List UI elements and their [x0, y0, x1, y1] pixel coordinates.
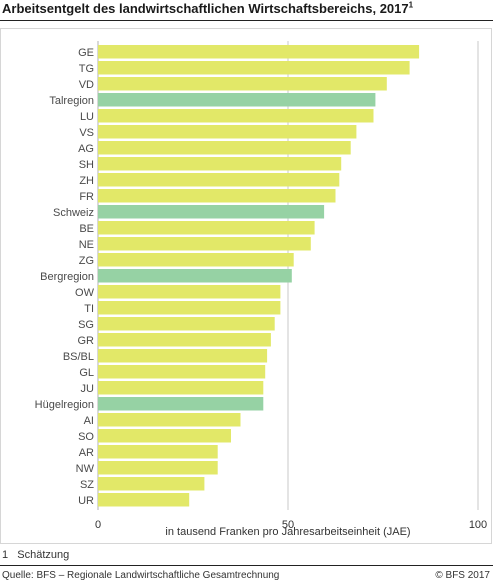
bar-layer [98, 45, 420, 507]
plot-frame: GE TG VD Talregion LU VS AG SH ZH FR Schweiz BE NE ZG… [0, 28, 492, 544]
bar-ur [98, 493, 190, 507]
bar-sg [98, 317, 275, 331]
category-label-gl: GL [79, 367, 94, 379]
bar-ai [98, 413, 241, 427]
bar-bs-bl [98, 349, 268, 363]
x-tick-label-0: 0 [95, 519, 101, 531]
bar-h-gelregion [98, 397, 264, 411]
bar-so [98, 429, 231, 443]
category-label-ow: OW [75, 287, 95, 299]
category-label-zg: ZG [79, 255, 94, 267]
bar-schweiz [98, 205, 325, 219]
category-label-be: BE [79, 223, 94, 235]
bar-be [98, 221, 315, 235]
bar-ar [98, 445, 218, 459]
bar-ow [98, 285, 281, 299]
category-label-bs-bl: BS/BL [63, 351, 94, 363]
category-label-gr: GR [78, 335, 95, 347]
bar-lu [98, 109, 374, 123]
category-label-nw: NW [76, 463, 95, 475]
bar-zh [98, 173, 340, 187]
category-label-bergregion: Bergregion [40, 271, 94, 283]
title-footnote-mark: 1 [408, 0, 414, 10]
x-tick-layer: 0 50 100 [95, 519, 487, 531]
category-label-ur: UR [78, 495, 94, 507]
footer-divider [0, 565, 493, 566]
chart-title: Arbeitsentgelt des landwirtschaftlichen … [2, 1, 413, 16]
category-label-ne: NE [79, 239, 94, 251]
x-tick-label-50: 50 [282, 519, 294, 531]
category-label-ju: JU [81, 383, 95, 395]
bar-ne [98, 237, 311, 251]
category-label-schweiz: Schweiz [53, 207, 94, 219]
bar-gl [98, 365, 266, 379]
category-label-lu: LU [80, 111, 94, 123]
category-label-layer: GE TG VD Talregion LU VS AG SH ZH FR Schweiz BE NE ZG… [35, 47, 95, 507]
bar-vd [98, 77, 387, 91]
category-label-sz: SZ [80, 479, 94, 491]
bar-ti [98, 301, 281, 315]
bar-chart: GE TG VD Talregion LU VS AG SH ZH FR Schweiz BE NE ZG… [35, 41, 487, 538]
category-label-ar: AR [79, 447, 94, 459]
bar-bergregion [98, 269, 292, 283]
category-label-so: SO [78, 431, 94, 443]
category-label-h-gelregion: Hügelregion [35, 399, 94, 411]
bar-zg [98, 253, 294, 267]
footnote-number: 1 [2, 549, 9, 561]
bar-ag [98, 141, 351, 155]
footnote: 1 Schätzung [2, 549, 69, 561]
footnote-text: Schätzung [17, 549, 70, 561]
category-label-ai: AI [84, 415, 94, 427]
bar-nw [98, 461, 218, 475]
chart-title-text: Arbeitsentgelt des landwirtschaftlichen … [2, 1, 409, 16]
category-label-ag: AG [78, 143, 94, 155]
category-label-ge: GE [78, 47, 94, 59]
category-label-zh: ZH [79, 175, 94, 187]
x-tick-label-100: 100 [469, 519, 487, 531]
category-label-vd: VD [79, 79, 94, 91]
bar-sz [98, 477, 205, 491]
bar-talregion [98, 93, 376, 107]
x-axis-title: in tausend Franken pro Jahresarbeitseinh… [165, 526, 410, 538]
bar-ge [98, 45, 420, 59]
bar-tg [98, 61, 410, 75]
copyright-note: © BFS 2017 [435, 570, 490, 581]
bar-vs [98, 125, 357, 139]
category-label-tg: TG [79, 63, 94, 75]
category-label-sh: SH [79, 159, 94, 171]
title-divider [0, 20, 493, 21]
bar-fr [98, 189, 336, 203]
category-label-ti: TI [84, 303, 94, 315]
category-label-fr: FR [79, 191, 94, 203]
bar-ju [98, 381, 264, 395]
category-label-vs: VS [79, 127, 94, 139]
source-note: Quelle: BFS – Regionale Landwirtschaftli… [2, 570, 280, 581]
category-label-talregion: Talregion [49, 95, 94, 107]
category-label-sg: SG [78, 319, 94, 331]
bar-sh [98, 157, 342, 171]
bar-gr [98, 333, 271, 347]
